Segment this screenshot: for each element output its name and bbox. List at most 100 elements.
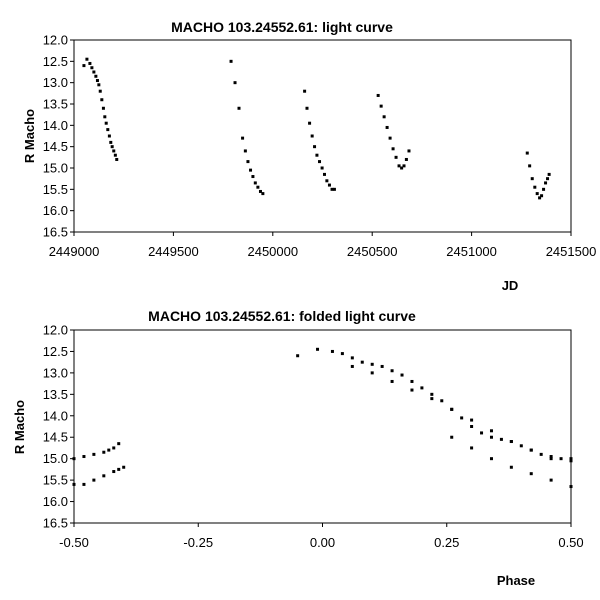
x-tick-label: 0.25 (434, 535, 459, 550)
data-point (544, 181, 548, 185)
data-point (251, 175, 255, 179)
data-point (382, 115, 386, 119)
y-tick-label: 13.5 (43, 97, 68, 112)
data-point (569, 457, 573, 461)
y-tick-label: 16.0 (43, 203, 68, 218)
data-point (509, 465, 513, 469)
x-tick-label: 2451500 (546, 244, 597, 259)
data-point (470, 425, 474, 428)
data-point (104, 121, 108, 125)
data-point (330, 349, 334, 353)
plot-area (73, 39, 572, 233)
data-point (376, 93, 380, 97)
data-point (103, 115, 107, 119)
data-point (332, 187, 336, 191)
data-point (85, 57, 89, 61)
data-point (569, 485, 573, 489)
data-point (549, 455, 553, 459)
data-point (380, 364, 384, 368)
data-point (258, 189, 262, 193)
data-point (112, 446, 116, 450)
data-point (253, 181, 257, 185)
data-point (233, 81, 237, 85)
data-point (519, 444, 523, 448)
y-tick-label: 16.5 (43, 225, 68, 240)
data-point (410, 379, 414, 383)
y-tick-label: 14.5 (43, 430, 68, 445)
data-point (92, 70, 96, 74)
x-tick-label: 2450500 (347, 244, 398, 259)
data-point (330, 187, 334, 191)
data-point (237, 106, 241, 110)
data-point (92, 478, 96, 482)
data-point (350, 356, 354, 360)
data-point (529, 448, 533, 452)
data-point (470, 446, 474, 450)
data-point (327, 183, 331, 187)
data-point (546, 177, 550, 181)
data-point (313, 145, 317, 149)
data-point (430, 392, 434, 396)
data-point (113, 153, 117, 157)
data-point (106, 128, 110, 132)
y-tick-label: 12.5 (43, 54, 68, 69)
x-tick-label: 2449500 (148, 244, 199, 259)
data-point (72, 482, 76, 486)
chart-light-curve: MACHO 103.24552.61: light curve R Macho … (22, 19, 596, 293)
y-tick-label: 14.0 (43, 118, 68, 133)
data-point (117, 467, 121, 471)
data-point (322, 172, 326, 176)
data-point (122, 465, 126, 469)
data-point (340, 352, 344, 356)
data-point (112, 470, 116, 474)
x-tick-label: 2450000 (247, 244, 298, 259)
data-point (533, 185, 537, 189)
data-point (325, 179, 329, 183)
data-point (115, 157, 119, 161)
data-point (102, 474, 106, 478)
y-axis: 12.0 12.5 13.0 13.5 14.0 14.5 15.0 15.5 16.0 16.5 (43, 323, 74, 531)
data-point (540, 194, 544, 198)
chart-title: MACHO 103.24552.61: folded light curve (148, 308, 416, 324)
data-point (370, 362, 374, 366)
data-point (410, 388, 414, 392)
data-points (82, 57, 551, 200)
y-axis: 12.0 12.5 13.0 13.5 14.0 14.5 15.0 15.5 16.0 16.5 (43, 33, 74, 240)
data-point (394, 155, 398, 159)
data-point (360, 360, 364, 364)
data-point (101, 106, 105, 110)
x-axis-label: JD (502, 278, 519, 293)
data-point (538, 196, 542, 200)
data-point (82, 64, 86, 68)
data-point (379, 104, 383, 108)
data-point (440, 399, 444, 403)
data-point (489, 435, 493, 439)
data-point (404, 157, 408, 161)
data-point (529, 472, 533, 476)
data-point (542, 187, 546, 191)
data-point (94, 74, 98, 78)
y-tick-label: 15.5 (43, 182, 68, 197)
x-tick-label: 2451000 (446, 244, 497, 259)
data-points (72, 347, 573, 489)
data-point (117, 442, 121, 446)
data-point (318, 160, 322, 164)
data-point (489, 429, 493, 433)
data-point (97, 83, 101, 87)
data-point (256, 185, 260, 189)
y-tick-label: 14.5 (43, 139, 68, 154)
data-point (315, 153, 319, 157)
x-tick-label: -0.25 (183, 535, 213, 550)
y-tick-label: 16.0 (43, 494, 68, 509)
data-point (489, 457, 493, 461)
y-tick-label: 12.5 (43, 344, 68, 359)
data-point (100, 98, 104, 102)
data-point (569, 459, 573, 463)
data-point (480, 431, 484, 435)
y-tick-label: 13.0 (43, 365, 68, 380)
data-point (112, 149, 116, 153)
data-point (82, 482, 86, 486)
data-point (241, 136, 245, 140)
y-tick-label: 16.5 (43, 516, 68, 531)
data-point (535, 192, 539, 196)
